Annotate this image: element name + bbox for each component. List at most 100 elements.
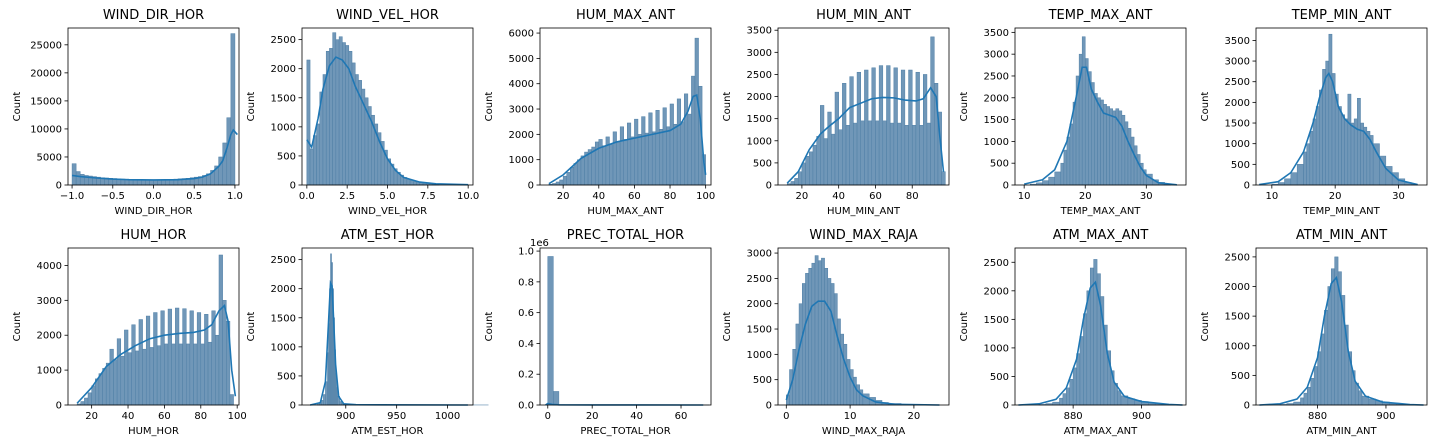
y-tick-label: 1500 [747,325,772,336]
histogram-bar [1341,114,1345,186]
histogram-bar [160,310,165,406]
histogram-bar [827,111,832,186]
y-tick-label: 2500 [984,258,1009,269]
x-tick-label: 20 [1079,191,1092,202]
histogram-bar [893,67,898,186]
histogram-bar [178,343,183,406]
histogram-bar [1136,154,1141,186]
y-axis-label: Count [722,92,733,122]
y-tick-label: 0 [1244,401,1250,412]
histogram-bar [566,172,571,186]
x-axis-label: HUM_HOR [128,426,179,437]
y-tick-label: 6000 [509,29,534,40]
histogram-bar [919,125,924,186]
histogram-bar [1324,309,1329,406]
histogram-bar [630,136,635,186]
subplot-title: ATM_MAX_ANT [1053,228,1149,243]
x-axis-label: ATM_EST_HOR [352,426,424,437]
x-tick-label: 10 [844,411,857,422]
y-tick-label: 2000 [747,92,772,103]
histogram-bar [831,133,836,186]
axes-frame [539,27,712,186]
histogram-bar [153,312,158,406]
histogram-bar [634,118,639,186]
histogram-bar [1076,353,1081,406]
histogram-bar [1127,128,1132,186]
histogram-bar [680,121,685,186]
y-tick-label: 1500 [271,93,296,104]
histogram-bar [1320,333,1325,406]
histogram-bar [878,65,884,186]
x-tick-label: 20 [908,411,921,422]
y-tick-label: 2500 [1225,252,1250,263]
histogram-bar [1091,82,1095,186]
histogram-bar [897,122,902,186]
y-tick-label: 10000 [30,124,62,135]
histogram-bar [644,132,649,186]
bars [547,256,710,406]
y-tick-label: 500 [990,159,1009,170]
bars [1038,259,1176,406]
x-tick-label: 40 [630,411,643,422]
y-tick-label: 2000 [509,130,534,141]
x-tick-label: 60 [675,411,688,422]
y-tick-label: 1500 [271,313,296,324]
kde-line [306,56,469,186]
histogram-bar [842,83,847,186]
histogram-bar [1054,171,1062,186]
histogram-bar [849,369,854,406]
subplot-5: TEMP_MAX_ANT 10 20 30 0 500 1000 1500 2000 2500 30… [959,8,1187,217]
histogram-bar [871,67,876,186]
y-tick-label: 0.4 [518,339,534,350]
y-tick-label: 2500 [271,255,296,266]
x-tick-label: 80 [664,191,677,202]
histogram-bar [1063,149,1068,186]
histogram-bar [662,107,667,186]
histogram-bar [809,151,814,186]
histogram-bar [1310,378,1315,406]
histogram-bar [113,359,118,406]
histogram-bar [802,283,806,406]
histogram-bar [149,347,154,406]
y-axis-label: Count [1200,92,1211,122]
histogram-bar [1312,118,1317,186]
y-tick-label: 1500 [1225,119,1250,130]
histogram-bar [193,343,198,406]
histogram-bar [80,401,85,406]
histogram-bar [612,131,617,186]
x-tick-label: 900 [1376,411,1395,422]
histogram-bar [1372,143,1380,186]
y-axis-label: Count [1200,312,1211,342]
histogram-bar [1086,290,1091,406]
kde-line [548,94,707,185]
histogram-bar [1079,336,1084,406]
histogram-bar [823,138,828,186]
x-tick-label: 40 [832,191,845,202]
histogram-bar [1303,392,1308,406]
x-tick-label: 1.0 [227,191,243,202]
histogram-bar [1357,97,1361,186]
axes-frame [67,247,240,406]
x-tick-label: 900 [336,411,355,422]
y-tick-label: 1.0 [518,247,534,258]
histogram-bar [207,341,212,406]
y-tick-label: 500 [1231,160,1250,171]
bars [306,32,440,186]
histogram-bar [222,300,227,406]
histogram-bar [790,181,795,186]
histogram-bar [306,59,311,186]
axes-frame [1014,247,1187,406]
histogram-bar [926,122,931,186]
bars [1271,33,1418,186]
histogram-bar [794,178,799,186]
histogram-bar [87,392,92,406]
x-tick-label: 0.0 [299,191,315,202]
histogram-bar [941,171,946,186]
histogram-bar [655,110,660,186]
histogram-bar [406,178,411,186]
kde-line [1259,275,1424,406]
x-tick-label: 0 [783,411,789,422]
x-tick-label: 5.0 [380,191,396,202]
histogram-bar [156,345,162,406]
